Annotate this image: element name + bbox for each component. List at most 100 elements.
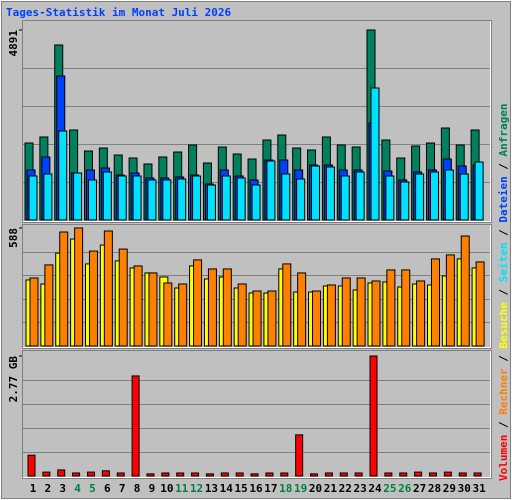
bar [354,472,363,477]
legend-entry: Rechner [497,368,510,415]
bar [236,177,246,221]
bar [401,269,411,347]
bar [267,290,277,347]
bar [176,472,185,477]
bar [87,179,97,221]
bar [117,175,127,221]
bar [296,178,306,221]
bar [355,171,365,221]
bar [340,175,350,221]
bar [116,472,125,477]
x-tick-label: 22 [339,482,352,495]
bar [326,284,336,347]
bar [192,175,202,221]
bar [370,87,380,221]
bar [193,259,203,347]
bar [163,282,173,347]
bar [57,469,66,477]
legend-entry: Besuche [497,302,510,349]
bar [72,472,81,477]
bar [415,173,425,221]
bar [28,175,38,221]
bar [459,173,469,221]
bar [191,472,200,477]
x-tick-label: 27 [413,482,426,495]
x-tick-label: 31 [472,482,486,495]
x-tick-label: 3 [59,482,66,495]
bar [27,454,36,477]
y-tick-label: 588 [7,228,20,248]
bar [266,160,276,221]
x-tick-label: 25 [383,482,396,495]
legend-separator: / [497,349,510,369]
legend-separator: / [497,156,510,176]
legend-separator: / [497,223,510,243]
x-tick-label: 13 [205,482,218,495]
bar [428,472,437,477]
bar [101,470,110,477]
bar [356,277,366,347]
bar [295,434,304,477]
y-tick-label: 4891 [7,30,20,57]
bar [460,235,470,347]
bar [252,290,262,347]
bar [86,471,95,477]
bar [42,471,51,477]
bar [161,472,170,477]
bar [384,472,393,477]
bar [280,472,289,477]
bar [414,471,423,477]
x-tick-label: 28 [428,482,441,495]
bar [310,473,319,477]
bar [371,280,381,347]
x-tick-label: 2 [45,482,52,495]
bar [282,263,292,347]
bar [222,268,232,347]
x-tick-label: 9 [149,482,156,495]
bar [206,184,216,221]
bar [385,175,395,221]
bar [400,181,410,221]
bar [131,375,140,477]
bar [324,472,333,477]
legend-entry: Seiten [497,243,510,283]
bar [386,269,396,347]
bar [162,179,172,221]
bar [221,175,231,221]
bar [44,264,54,347]
bar [369,355,378,477]
bar [88,250,98,347]
bar [207,268,217,347]
bar [443,471,452,477]
bar [458,472,467,477]
bar [399,472,408,477]
bar [29,277,39,347]
x-tick-label: 17 [264,482,277,495]
legend-entry: Dateien [497,176,510,222]
x-tick-label: 7 [119,482,126,495]
bar [475,261,485,347]
bar [73,172,83,221]
bar [43,173,53,221]
x-tick-label: 24 [368,482,382,495]
x-tick-label: 4 [74,482,81,495]
bar [444,169,454,221]
legend-entry: Anfragen [497,103,510,156]
bar [311,165,321,221]
bar [339,472,348,477]
bar [146,473,155,477]
y-tick-label: 2.77 GB [7,356,20,403]
bar [281,173,291,221]
legend-entry: Volumen [497,435,510,481]
x-tick-label: 6 [104,482,111,495]
bar [147,179,157,221]
bar [251,184,261,221]
bar [220,472,229,477]
chart-title: Tages-Statistik im Monat Juli 2026 [6,6,232,19]
bar [103,230,113,347]
legend: Volumen / Rechner / Besuche / Seiten / D… [497,103,510,481]
bar [250,473,259,477]
bar [473,472,482,477]
